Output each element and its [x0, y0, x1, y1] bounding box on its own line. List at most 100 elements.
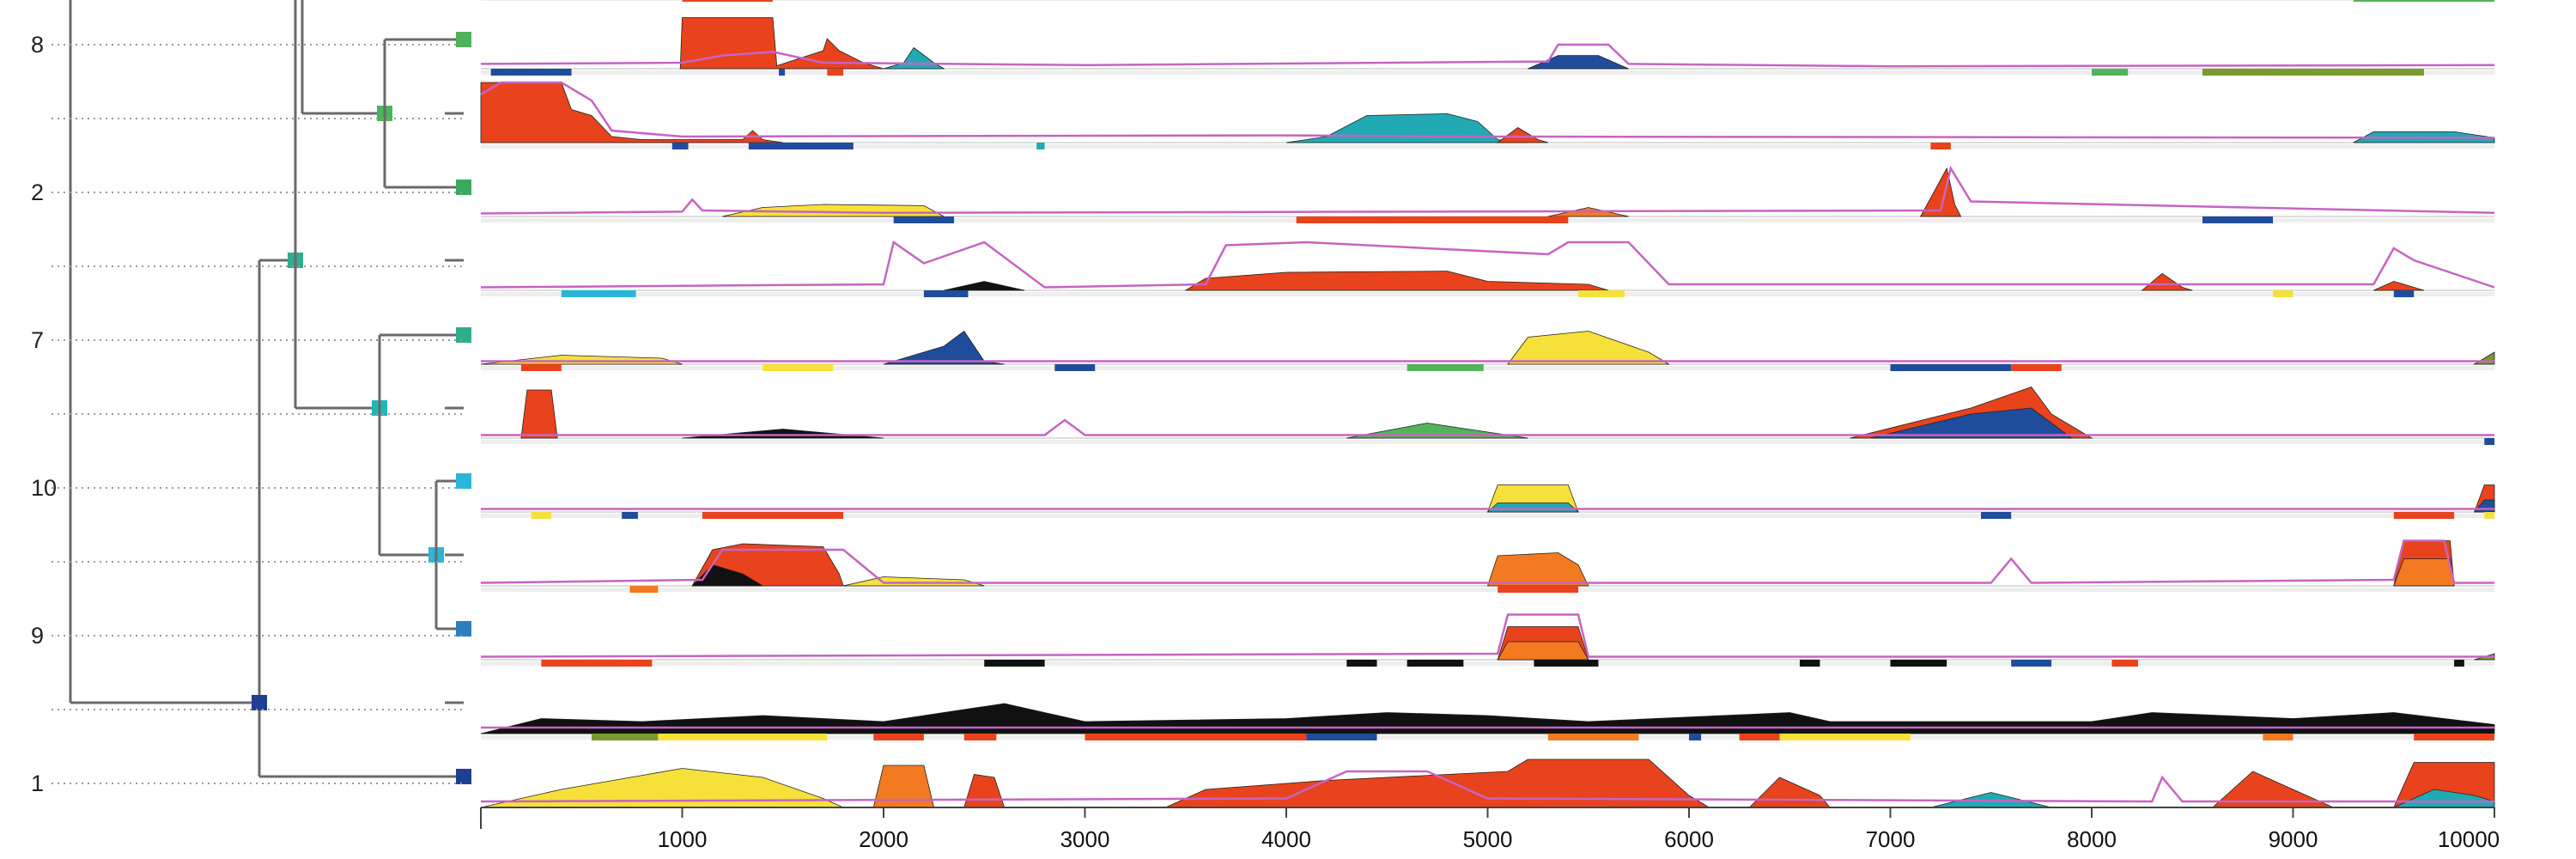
- area-black: [682, 429, 884, 439]
- x-tick-label: 4000: [1261, 826, 1311, 852]
- track-segment: [1779, 734, 1911, 740]
- area-orange: [1497, 641, 1589, 661]
- track-segment: [779, 69, 786, 76]
- track: [480, 0, 2495, 70]
- track-segment: [1296, 216, 1569, 223]
- track-segment: [923, 290, 969, 297]
- track: [480, 69, 2495, 143]
- track-segment: [2092, 69, 2129, 76]
- track-segment: [2111, 660, 2138, 667]
- x-tick-label: 1000: [658, 826, 708, 852]
- envelope-line: [480, 770, 2494, 803]
- track-band: [481, 735, 2494, 740]
- tree-node: [456, 621, 471, 637]
- track: [480, 660, 2495, 734]
- track-segment: [2484, 438, 2494, 445]
- track-segment: [1890, 660, 1947, 667]
- track-segment: [629, 586, 659, 593]
- area-red: [963, 774, 1005, 808]
- area-black: [944, 281, 1025, 291]
- track-segment: [1578, 290, 1625, 297]
- tree-node: [456, 180, 471, 195]
- area-olive: [2473, 351, 2495, 365]
- track-segment: [1346, 660, 1377, 667]
- track-segment: [658, 734, 828, 740]
- track-segment: [2414, 734, 2494, 740]
- area-red: [1748, 777, 1832, 808]
- track-segment: [1930, 143, 1951, 149]
- track-segment: [1084, 734, 1307, 740]
- x-tick-label: 5000: [1463, 826, 1513, 852]
- track-segment: [520, 364, 562, 371]
- track-segment: [531, 512, 552, 519]
- x-tick-label: 2000: [859, 826, 908, 852]
- track-label: 1: [31, 771, 44, 796]
- track-segment: [1498, 586, 1579, 593]
- track-band: [481, 0, 2494, 1]
- tree-node: [252, 695, 267, 710]
- track: [481, 438, 2495, 513]
- envelope-line: [480, 613, 2494, 658]
- x-tick-label: 3000: [1060, 826, 1110, 852]
- track-segment: [591, 734, 659, 740]
- track-segment: [2484, 512, 2494, 519]
- dendrogram: [69, 0, 471, 784]
- track-label: 2: [31, 180, 44, 205]
- tree-node: [456, 473, 471, 489]
- track-segment: [827, 69, 844, 76]
- x-tick-label: 9000: [2269, 826, 2318, 852]
- track-segment: [2273, 290, 2293, 297]
- envelope-line: [480, 165, 2495, 215]
- area-teal: [1486, 503, 1580, 513]
- track-segment: [2202, 216, 2274, 223]
- track-segment: [748, 143, 854, 149]
- track-band: [481, 588, 2494, 592]
- area-red: [679, 17, 884, 70]
- tree-node: [456, 327, 471, 343]
- area-red: [480, 82, 783, 143]
- tree-node: [456, 769, 471, 784]
- track-label: 9: [31, 623, 44, 649]
- track-segment: [2353, 0, 2494, 2]
- area-black: [480, 703, 2495, 734]
- track: [481, 364, 2494, 439]
- x-tick-label: 10000: [2438, 826, 2500, 852]
- area-yellow: [1507, 331, 1670, 365]
- track-labels: 8 2 7 10 9 1: [31, 32, 464, 796]
- track: [480, 216, 2495, 291]
- track-segment: [1054, 364, 1096, 371]
- track-segment: [682, 0, 774, 2]
- track: [480, 734, 2495, 808]
- track-segment: [893, 216, 955, 223]
- x-tick-label: 7000: [1866, 826, 1916, 852]
- track-segment: [561, 290, 636, 297]
- track-segment: [1689, 734, 1702, 740]
- track-segment: [702, 512, 844, 519]
- area-blue: [883, 330, 1005, 365]
- track-segment: [541, 660, 653, 667]
- x-tick-label: 6000: [1664, 826, 1714, 852]
- track: [480, 290, 2495, 365]
- track-segment: [2454, 660, 2464, 667]
- track-label: 10: [31, 475, 57, 501]
- track-segment: [963, 734, 997, 740]
- track-segment: [1036, 143, 1045, 149]
- track-segment: [2202, 69, 2424, 76]
- envelope-line: [480, 43, 2495, 68]
- track: [480, 512, 2494, 587]
- envelope-line: [480, 81, 2495, 139]
- track-segment: [2011, 660, 2052, 667]
- track-band: [481, 144, 2494, 149]
- track-band: [481, 366, 2494, 370]
- track-segment: [1406, 660, 1464, 667]
- area-orange: [2393, 558, 2455, 587]
- track: [480, 586, 2495, 661]
- track: [480, 143, 2495, 217]
- track-segment: [2393, 290, 2415, 297]
- track-segment: [622, 512, 638, 519]
- area-yellow: [843, 576, 985, 587]
- track-segment: [1981, 512, 2012, 519]
- envelope-line: [480, 240, 2495, 289]
- track-segment: [762, 364, 834, 371]
- area-teal: [883, 46, 945, 70]
